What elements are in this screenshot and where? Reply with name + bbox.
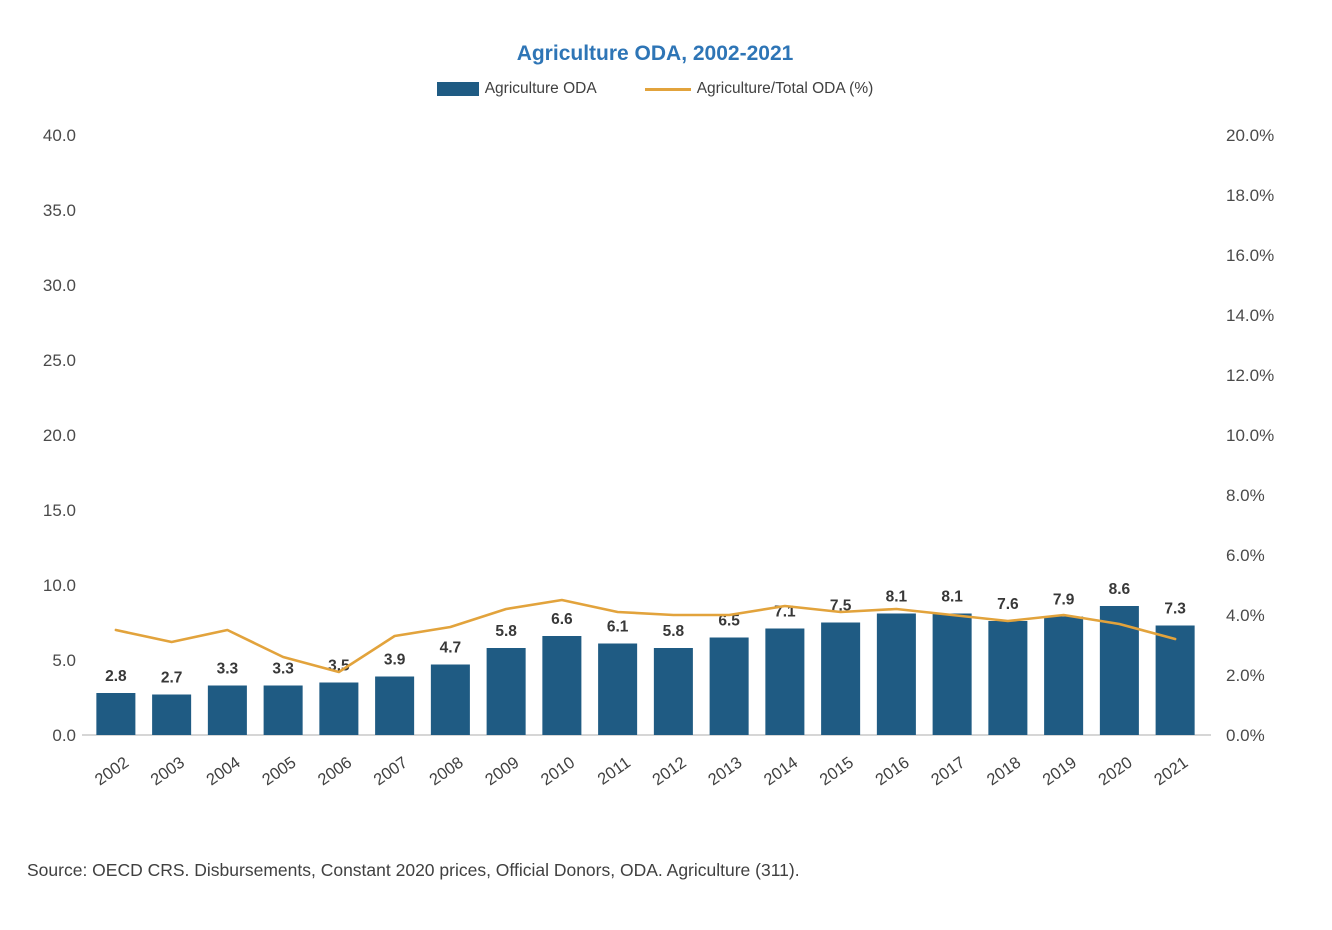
left-axis-tick-40.0: 40.0 — [43, 126, 76, 145]
line-series-swatch-icon — [644, 87, 691, 91]
x-axis-tick-2013: 2013 — [705, 754, 745, 790]
x-axis-tick-2007: 2007 — [371, 754, 411, 790]
bar-value-label-2009: 5.8 — [495, 623, 517, 640]
left-axis-tick-30.0: 30.0 — [43, 276, 76, 295]
right-axis-tick-6.0%: 6.0% — [1226, 546, 1265, 565]
bar-2006 — [319, 682, 359, 735]
x-axis-tick-2018: 2018 — [984, 754, 1024, 790]
bar-value-label-2008: 4.7 — [440, 640, 462, 657]
bar-2003 — [152, 694, 192, 735]
x-axis-tick-2012: 2012 — [649, 754, 689, 790]
bar-value-label-2005: 3.3 — [272, 661, 294, 678]
bar-value-label-2012: 5.8 — [663, 623, 685, 640]
bar-2014 — [765, 628, 805, 735]
legend-label-agriculture-oda: Agriculture ODA — [484, 80, 597, 97]
x-axis-tick-2005: 2005 — [259, 754, 299, 790]
x-axis-tick-2014: 2014 — [761, 754, 801, 790]
x-axis-tick-2004: 2004 — [203, 754, 243, 790]
right-axis-tick-2.0%: 2.0% — [1226, 666, 1265, 685]
bar-value-label-2003: 2.7 — [161, 670, 183, 687]
bar-value-label-2018: 7.6 — [997, 596, 1019, 613]
left-axis-tick-5.0: 5.0 — [52, 651, 76, 670]
x-axis-tick-2010: 2010 — [538, 754, 578, 790]
left-axis-tick-20.0: 20.0 — [43, 426, 76, 445]
bar-2007 — [375, 676, 415, 735]
bar-value-label-2020: 8.6 — [1109, 581, 1131, 598]
bar-value-label-2007: 3.9 — [384, 652, 406, 669]
left-axis-tick-35.0: 35.0 — [43, 201, 76, 220]
source-note: Source: OECD CRS. Disbursements, Constan… — [27, 860, 800, 880]
right-axis-tick-18.0%: 18.0% — [1226, 186, 1274, 205]
x-axis-tick-2019: 2019 — [1040, 754, 1080, 790]
bar-2020 — [1099, 606, 1139, 735]
right-axis-tick-16.0%: 16.0% — [1226, 246, 1274, 265]
bar-value-label-2011: 6.1 — [607, 619, 629, 636]
bar-value-label-2013: 6.5 — [718, 613, 740, 630]
bar-2012 — [653, 648, 693, 735]
bar-2016 — [876, 613, 916, 735]
right-axis-tick-20.0%: 20.0% — [1226, 126, 1274, 145]
bar-value-label-2004: 3.3 — [217, 661, 239, 678]
x-axis-tick-2003: 2003 — [148, 754, 188, 790]
bar-value-label-2019: 7.9 — [1053, 592, 1075, 609]
bar-value-label-2016: 8.1 — [886, 589, 908, 606]
x-axis-tick-2020: 2020 — [1095, 754, 1135, 790]
bar-value-label-2017: 8.1 — [941, 589, 963, 606]
right-axis-tick-8.0%: 8.0% — [1226, 486, 1265, 505]
bar-2021 — [1155, 625, 1195, 735]
left-axis-tick-10.0: 10.0 — [43, 576, 76, 595]
bar-2013 — [709, 637, 749, 735]
bar-2010 — [542, 636, 582, 735]
legend-item-agriculture-total-oda-pct: Agriculture/Total ODA (%) — [644, 80, 874, 98]
left-axis-tick-25.0: 25.0 — [43, 351, 76, 370]
bar-2002 — [96, 693, 136, 735]
right-axis-tick-12.0%: 12.0% — [1226, 366, 1274, 385]
bar-value-label-2010: 6.6 — [551, 611, 573, 628]
trend-line-agriculture-total-oda-pct — [114, 598, 1177, 674]
bar-value-label-2021: 7.3 — [1164, 601, 1186, 618]
x-axis-tick-2011: 2011 — [595, 754, 634, 789]
x-axis-tick-2021: 2021 — [1151, 754, 1191, 790]
x-axis-tick-2008: 2008 — [426, 754, 466, 790]
x-axis-tick-2009: 2009 — [482, 754, 522, 790]
bar-2005 — [263, 685, 303, 735]
right-axis-tick-14.0%: 14.0% — [1226, 306, 1274, 325]
bar-2008 — [430, 664, 470, 735]
legend-label-agriculture-total-oda-pct: Agriculture/Total ODA (%) — [696, 80, 874, 97]
bar-value-label-2002: 2.8 — [105, 668, 127, 685]
right-axis-tick-4.0%: 4.0% — [1226, 606, 1265, 625]
bar-2017 — [932, 613, 972, 735]
bar-2009 — [486, 648, 526, 735]
x-axis-tick-2017: 2017 — [928, 754, 968, 790]
bar-2015 — [821, 622, 861, 735]
x-axis-tick-2006: 2006 — [315, 754, 355, 790]
legend: Agriculture ODA Agriculture/Total ODA (%… — [0, 80, 1310, 98]
bar-2019 — [1044, 616, 1084, 735]
x-axis-tick-2002: 2002 — [92, 754, 132, 790]
chart-title: Agriculture ODA, 2002-2021 — [516, 42, 794, 65]
right-axis-tick-0.0%: 0.0% — [1226, 726, 1265, 745]
legend-item-agriculture-oda: Agriculture ODA — [436, 80, 597, 98]
bar-series-swatch-icon — [436, 82, 479, 96]
bar-2018 — [988, 621, 1028, 735]
x-axis-tick-2016: 2016 — [872, 754, 912, 790]
bar-2004 — [207, 685, 247, 735]
right-axis-tick-10.0%: 10.0% — [1226, 426, 1274, 445]
x-axis-tick-2015: 2015 — [817, 754, 857, 790]
left-axis-tick-15.0: 15.0 — [43, 501, 76, 520]
bar-2011 — [598, 643, 638, 735]
left-axis-tick-0.0: 0.0 — [52, 726, 76, 745]
